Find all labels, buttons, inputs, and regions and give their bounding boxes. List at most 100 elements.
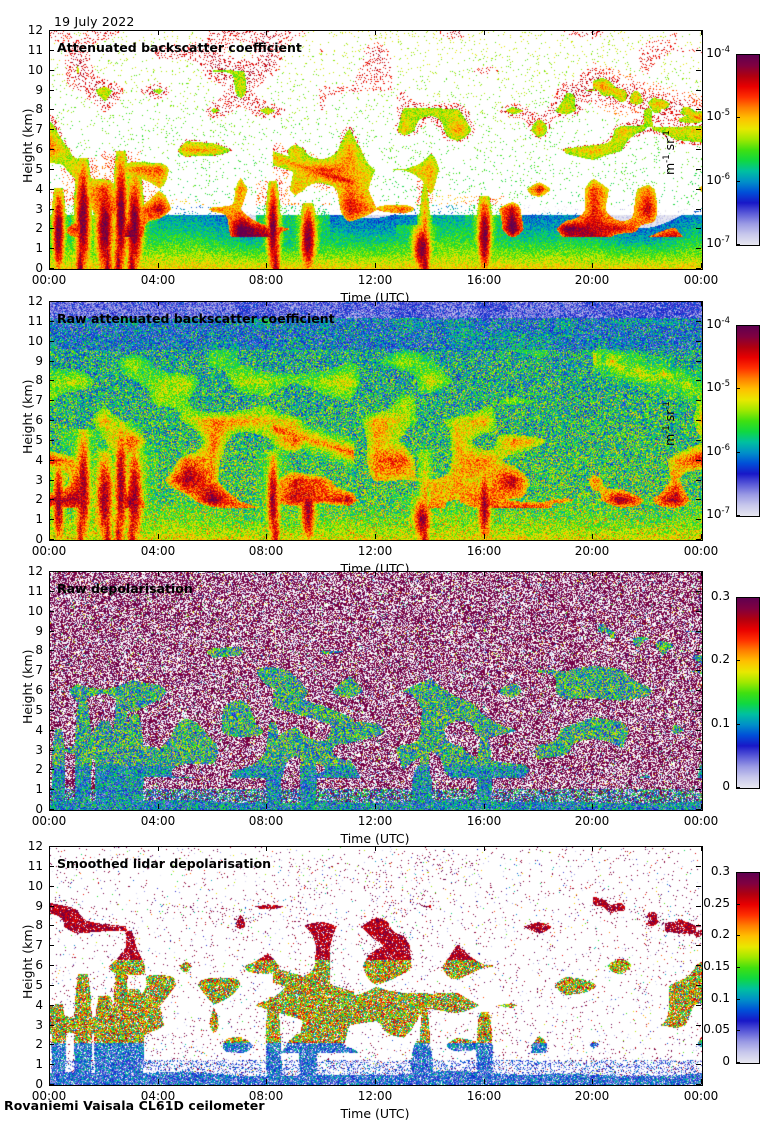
y-tick-label: 3 [35, 743, 43, 757]
colorbar-tick-label: 0.2 [710, 927, 730, 941]
colorbar-unit-label: m-1 sr-1 [661, 401, 677, 446]
x-tick-mark [701, 804, 702, 809]
x-tick-label: 00:00 [683, 273, 719, 287]
x-tick-mark [49, 301, 50, 306]
y-tick-mark [696, 209, 701, 210]
y-tick-mark [49, 650, 54, 651]
colorbar-tick-label: 10-5 [706, 108, 730, 123]
colorbar-tick-label: 10-7 [706, 506, 730, 521]
x-tick-label: 20:00 [574, 1089, 610, 1103]
x-tick-mark [592, 30, 593, 35]
y-tick-mark [696, 90, 701, 91]
colorbar-gradient [737, 598, 759, 788]
y-tick-label: 11 [27, 584, 43, 598]
y-tick-mark [696, 149, 701, 150]
colorbar-unit-label: m-1 sr-1 [661, 130, 677, 175]
x-tick-mark [701, 571, 702, 576]
x-tick-label: 20:00 [574, 814, 610, 828]
y-tick-mark [696, 690, 701, 691]
y-tick-label: 7 [35, 938, 43, 952]
y-tick-label: 10 [27, 334, 43, 348]
colorbar-tick-label: 0.1 [710, 716, 730, 730]
y-tick-label: 8 [35, 918, 43, 932]
y-tick-mark [49, 109, 54, 110]
y-tick-mark [49, 965, 54, 966]
y-tick-mark [49, 710, 54, 711]
x-tick-mark [592, 846, 593, 851]
y-tick-mark [49, 480, 54, 481]
y-tick-mark [696, 670, 701, 671]
colorbar-tick-mark [736, 117, 740, 118]
y-tick-mark [696, 611, 701, 612]
x-tick-mark [266, 846, 267, 851]
y-tick-mark [696, 189, 701, 190]
y-tick-label: 11 [27, 859, 43, 873]
y-tick-mark [696, 499, 701, 500]
y-tick-label: 10 [27, 63, 43, 77]
x-tick-mark [484, 571, 485, 576]
y-tick-mark [696, 50, 701, 51]
colorbar-raw-depolarisation [736, 597, 760, 789]
y-tick-mark [696, 1025, 701, 1026]
heatmap-canvas-attenuated-backscatter [50, 31, 702, 269]
y-tick-mark [696, 1044, 701, 1045]
colorbar-gradient [737, 55, 759, 245]
x-tick-label: 12:00 [357, 544, 393, 558]
x-tick-mark [158, 571, 159, 576]
y-tick-mark [49, 769, 54, 770]
x-tick-mark [701, 534, 702, 539]
x-tick-mark [592, 301, 593, 306]
x-axis-title: Time (UTC) [340, 290, 410, 305]
colorbar-tick-mark [736, 54, 740, 55]
x-tick-label: 00:00 [683, 544, 719, 558]
y-tick-mark [696, 809, 701, 810]
y-tick-mark [696, 571, 701, 572]
y-tick-label: 1 [35, 512, 43, 526]
y-tick-mark [49, 1005, 54, 1006]
x-tick-label: 20:00 [574, 544, 610, 558]
colorbar-tick-mark [736, 244, 740, 245]
y-tick-mark [49, 670, 54, 671]
y-tick-mark [49, 866, 54, 867]
y-tick-label: 10 [27, 604, 43, 618]
y-axis-title: Height (km) [20, 924, 35, 999]
colorbar-tick-mark [736, 1030, 740, 1031]
y-tick-mark [49, 129, 54, 130]
y-tick-mark [696, 268, 701, 269]
x-tick-mark [484, 804, 485, 809]
y-tick-mark [696, 519, 701, 520]
colorbar-tick-label: 0.3 [710, 589, 730, 603]
colorbar-tick-mark [736, 967, 740, 968]
y-tick-mark [696, 631, 701, 632]
x-tick-mark [484, 263, 485, 268]
y-tick-mark [696, 30, 701, 31]
colorbar-tick-mark [736, 325, 740, 326]
y-tick-label: 0 [35, 1077, 43, 1091]
x-axis-title: Time (UTC) [340, 1106, 410, 1121]
y-tick-label: 2 [35, 1037, 43, 1051]
colorbar-tick-label: 0.05 [703, 1022, 730, 1036]
y-tick-label: 9 [35, 354, 43, 368]
y-axis-title: Height (km) [20, 108, 35, 183]
y-tick-mark [696, 945, 701, 946]
y-tick-mark [49, 925, 54, 926]
x-tick-label: 00:00 [31, 544, 67, 558]
x-tick-mark [158, 846, 159, 851]
colorbar-tick-mark [736, 660, 740, 661]
x-tick-mark [592, 1079, 593, 1084]
y-tick-mark [696, 1064, 701, 1065]
x-tick-mark [375, 30, 376, 35]
y-axis-title: Height (km) [20, 379, 35, 454]
x-tick-mark [592, 804, 593, 809]
x-tick-mark [375, 804, 376, 809]
y-tick-mark [49, 169, 54, 170]
y-tick-label: 11 [27, 314, 43, 328]
y-tick-label: 5 [35, 978, 43, 992]
colorbar-tick-label: 0 [722, 779, 730, 793]
y-tick-label: 5 [35, 433, 43, 447]
colorbar-tick-mark [736, 935, 740, 936]
plot-area-attenuated-backscatter [49, 30, 703, 270]
y-tick-mark [49, 268, 54, 269]
x-tick-mark [266, 1079, 267, 1084]
y-tick-mark [696, 846, 701, 847]
